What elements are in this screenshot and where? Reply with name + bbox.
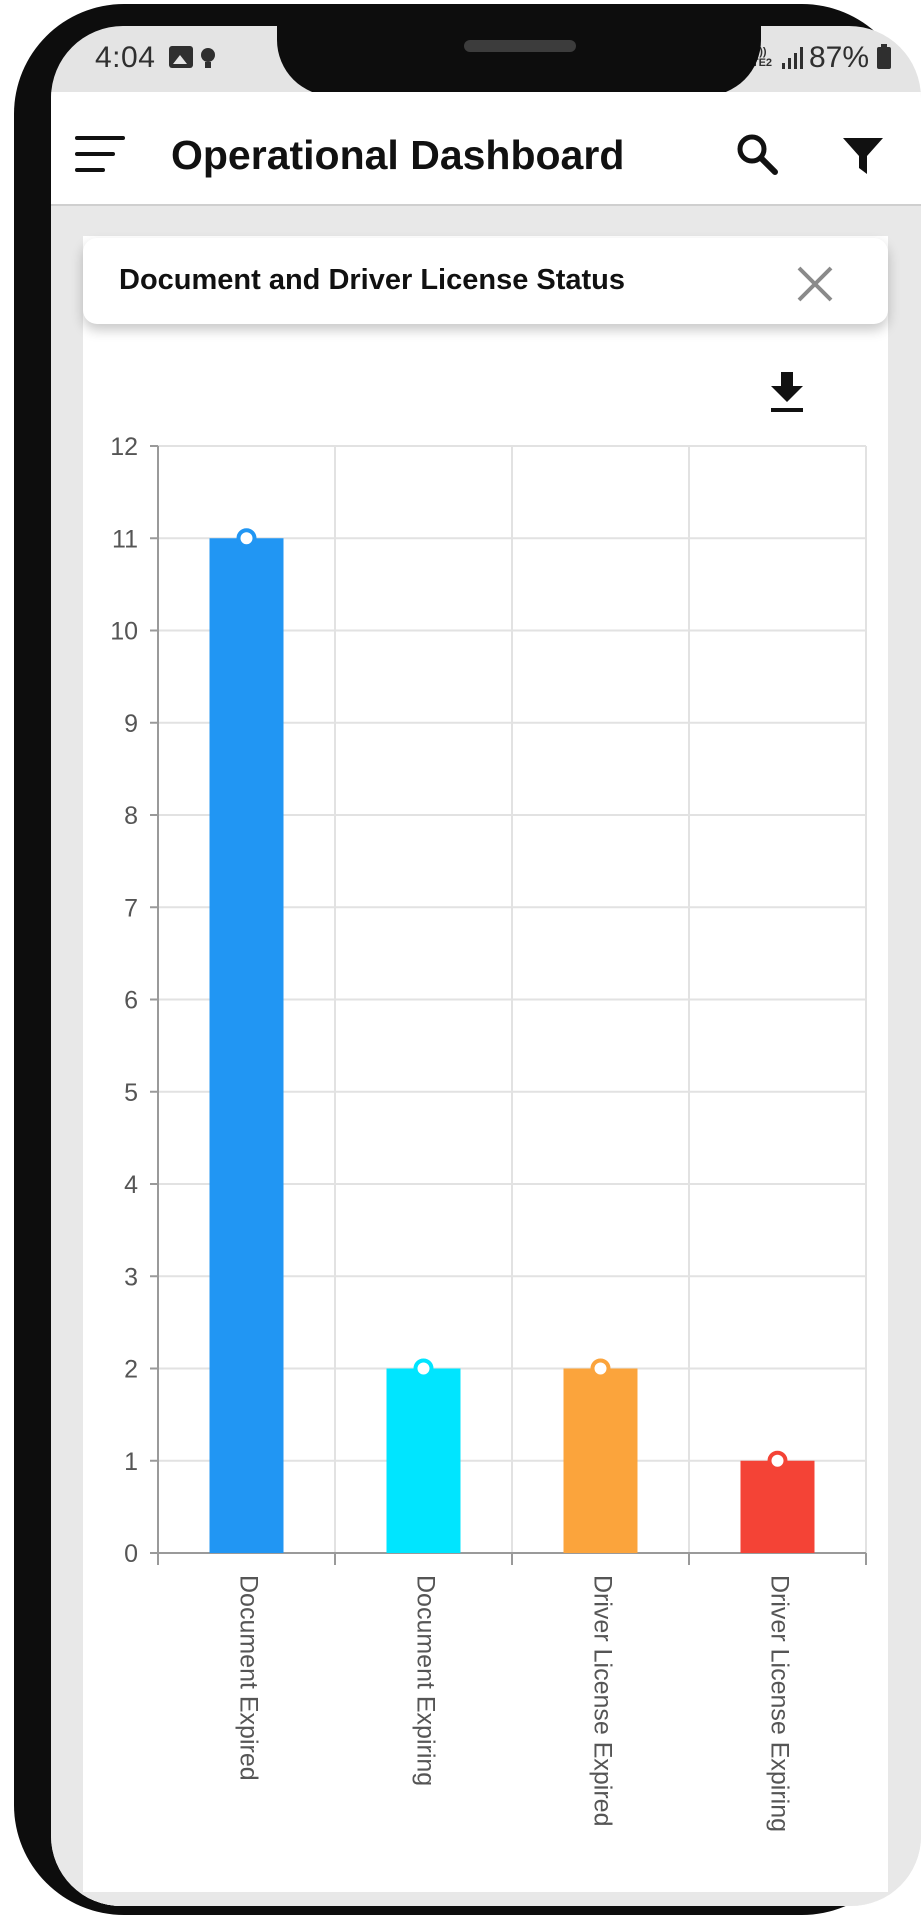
bar — [386, 1368, 461, 1553]
card-header: Document and Driver License Status — [83, 238, 888, 324]
y-tick-label: 1 — [124, 1448, 138, 1476]
data-point-marker — [236, 528, 257, 549]
filter-funnel-icon[interactable] — [841, 134, 885, 178]
y-tick-label: 0 — [124, 1540, 138, 1568]
status-bar: 4:04 Vo)) LTE2 87% — [51, 26, 921, 92]
status-time: 4:04 — [95, 41, 156, 74]
page-title: Operational Dashboard — [171, 132, 625, 178]
x-category-label: Driver License Expiring — [766, 1575, 794, 1832]
download-icon[interactable] — [767, 370, 807, 414]
phone-frame: 4:04 Vo)) LTE2 87% Opera — [14, 4, 921, 1915]
app-bar: Operational Dashboard — [51, 92, 921, 206]
bar — [740, 1460, 815, 1553]
close-icon[interactable] — [793, 262, 837, 306]
x-category-label: Driver License Expired — [589, 1575, 617, 1827]
bar — [209, 538, 284, 1553]
y-tick-label: 12 — [110, 433, 138, 461]
camera-notch — [277, 26, 761, 96]
status-indicators: Vo)) LTE2 87% — [746, 41, 891, 75]
data-point-marker — [767, 1450, 788, 1471]
battery-icon — [877, 44, 891, 69]
card-title: Document and Driver License Status — [119, 264, 626, 296]
x-category-label: Document Expired — [235, 1575, 263, 1781]
y-tick-label: 10 — [110, 618, 138, 646]
x-category-label: Document Expiring — [412, 1575, 440, 1786]
y-tick-label: 9 — [124, 710, 138, 738]
bar — [563, 1368, 638, 1553]
bulb-notification-icon — [201, 48, 215, 68]
search-icon[interactable] — [733, 130, 781, 178]
device-screen: 4:04 Vo)) LTE2 87% Opera — [51, 26, 921, 1906]
y-tick-label: 11 — [112, 525, 138, 553]
image-notification-icon — [169, 46, 193, 68]
y-tick-label: 8 — [124, 802, 138, 830]
signal-strength-icon — [781, 47, 803, 69]
data-point-marker — [413, 1358, 434, 1379]
y-tick-label: 3 — [124, 1263, 138, 1291]
hamburger-menu-icon[interactable] — [75, 136, 125, 174]
y-tick-label: 5 — [124, 1079, 138, 1107]
y-tick-label: 7 — [124, 894, 138, 922]
y-tick-label: 4 — [124, 1171, 138, 1199]
data-point-marker — [590, 1358, 611, 1379]
bottom-edge — [51, 1892, 921, 1906]
y-tick-label: 6 — [124, 987, 138, 1015]
y-tick-label: 2 — [124, 1356, 138, 1384]
notification-icons — [169, 46, 215, 68]
earpiece-speaker — [464, 40, 576, 52]
battery-percentage: 87% — [808, 41, 869, 74]
